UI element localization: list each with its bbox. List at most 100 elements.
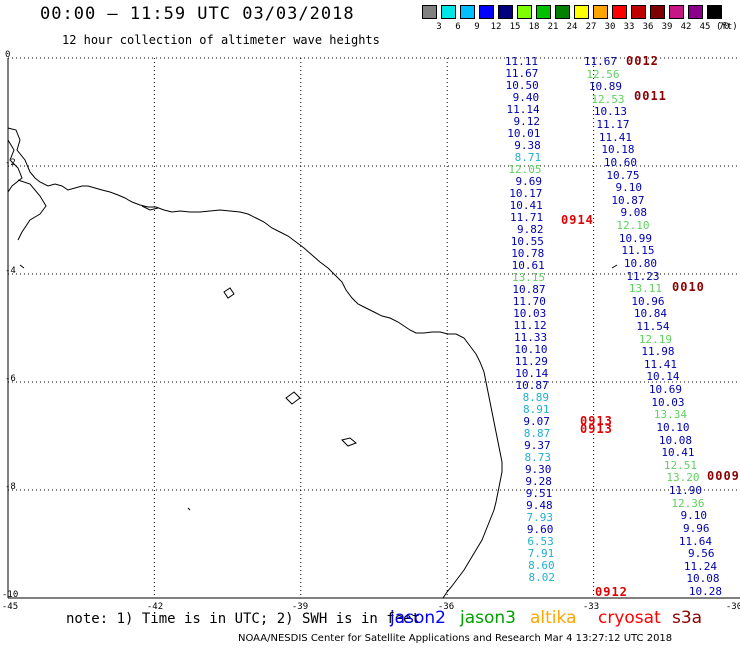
wave-height-value: 11.15 [621,244,655,258]
wave-height-value: 10.01 [507,127,541,140]
latitude-label: -6 [5,374,16,384]
legend-altika: altika [530,608,577,628]
wave-height-value: 11.64 [678,534,712,548]
wave-height-value: 10.10 [656,420,690,434]
wave-height-value: 9.10 [680,509,708,523]
wave-height-value: 10.13 [593,105,627,119]
wave-height-value: 9.38 [514,139,541,152]
wave-height-value: 9.69 [515,175,542,188]
coastline [17,179,47,241]
wave-height-value: 12.10 [616,219,650,233]
legend-s3a: s3a [672,608,703,628]
wave-height-value: 12.56 [586,67,620,81]
wave-height-value: 7.93 [526,511,554,524]
color-swatch [498,5,513,19]
color-scale-tick: 33 [623,22,635,32]
wave-height-value: 11.29 [514,355,548,368]
wave-height-value: 10.61 [511,259,545,272]
pass-time-label: 0011 [634,89,667,103]
wave-height-value: 12.36 [671,496,705,510]
color-swatch [669,5,684,19]
color-swatch [479,5,494,19]
coastline [7,127,503,599]
latitude-label: -10 [2,590,19,600]
wave-height-value: 9.12 [513,115,540,128]
wave-height-value: 11.17 [596,118,630,132]
wave-height-value: 13.20 [666,471,700,485]
color-swatch [650,5,665,19]
wave-height-value: 11.41 [598,130,632,144]
coastline [7,139,23,193]
longitude-label: -45 [1,602,19,612]
wave-height-value: 11.23 [626,269,660,283]
wave-height-value: 11.33 [513,331,548,344]
color-swatch [517,5,532,19]
wave-height-value: 10.60 [603,155,637,169]
wave-height-value: 10.78 [511,247,545,260]
color-scale-tick: 24 [566,22,578,32]
color-swatch [574,5,589,19]
color-swatch [707,5,722,19]
wave-height-value: 13.15 [511,271,546,284]
wave-height-value: 8.02 [528,571,556,584]
wave-height-value: 10.28 [688,585,722,598]
wave-height-value: 6.53 [527,535,554,548]
pass-time-label: 0009 [707,469,740,483]
color-swatch [536,5,551,19]
pass-time-label: 0913 [580,422,613,436]
color-scale-tick: 30 [604,22,616,32]
wave-height-value: 9.30 [524,463,552,476]
color-scale-tick: 70 [718,22,730,32]
wave-height-value: 9.40 [512,91,540,104]
color-swatch [612,5,627,19]
wave-height-value: 10.08 [686,572,720,586]
map-title: 00:00 – 11:59 UTC 03/03/2018 [40,4,355,24]
pass-time-label: 0913 [580,414,613,428]
wave-height-value: 10.87 [611,193,645,207]
island [611,264,618,269]
wave-height-value: 10.10 [514,343,548,356]
wave-height-value: 11.98 [641,345,675,359]
wave-height-value: 9.28 [525,475,552,488]
wave-height-value: 13.11 [628,282,662,296]
latitude-label: -4 [5,266,16,276]
wave-height-value: 10.99 [618,231,652,245]
longitude-label: -30 [725,602,740,612]
pass-time-label: 0010 [672,280,705,294]
wave-height-value: 9.07 [523,415,550,428]
longitude-label: -33 [582,602,600,612]
wave-height-value: 10.14 [646,370,680,384]
color-scale-tick: 15 [509,22,521,32]
wave-height-value: 9.60 [526,523,554,536]
wave-height-value: 11.71 [510,211,544,224]
island [223,287,235,299]
island [285,391,301,405]
wave-height-value: 11.24 [683,559,717,573]
pass-time-label: 0912 [595,585,628,599]
wave-height-value: 9.56 [688,547,715,561]
wave-height-value: 10.18 [601,143,635,157]
legend-jason2: jason2 [390,608,446,628]
color-swatch [441,5,456,19]
color-scale-tick: 18 [528,22,540,32]
wave-height-value: 10.69 [648,383,682,397]
island [187,507,191,511]
wave-height-value: 10.87 [515,379,549,392]
color-scale-tick: 42 [680,22,692,32]
color-swatch [460,5,475,19]
wave-height-value: 9.48 [526,499,553,512]
wave-height-value: 9.96 [683,521,710,535]
credit-line: NOAA/NESDIS Center for Satellite Applica… [238,633,673,644]
wave-height-value: 9.10 [615,181,643,195]
color-swatch [593,5,608,19]
wave-height-value: 9.37 [524,439,551,452]
wave-height-value: 10.41 [661,446,695,460]
wave-height-value: 9.51 [525,487,553,500]
island [19,264,25,269]
longitude-label: -42 [146,602,164,612]
color-swatch [631,5,646,19]
wave-height-value: 11.41 [643,357,677,371]
pass-time-label: 0914 [561,213,594,227]
color-scale-tick: 39 [661,22,673,32]
wave-height-value: 8.89 [522,391,550,404]
